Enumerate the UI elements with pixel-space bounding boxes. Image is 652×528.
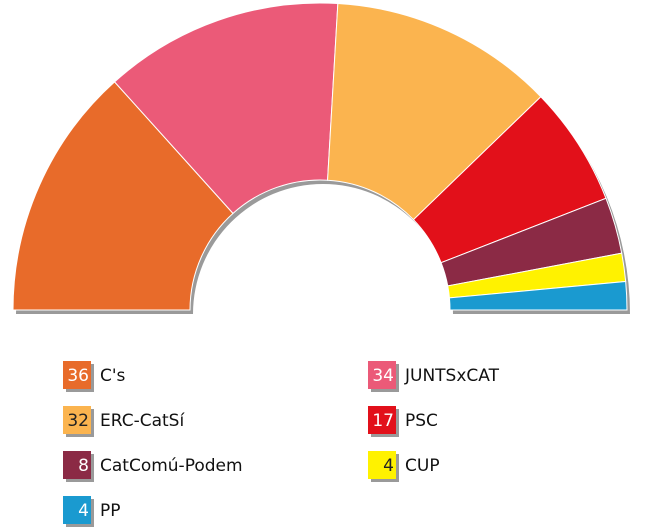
legend-label: PP <box>100 501 121 521</box>
legend-value: 32 <box>67 411 89 431</box>
slice <box>448 280 628 311</box>
legend-swatch <box>368 451 396 479</box>
legend-label: C's <box>100 366 126 386</box>
legend-value: 4 <box>383 456 394 476</box>
legend-swatch <box>368 361 396 389</box>
legend-label: CUP <box>405 456 440 476</box>
legend-label: PSC <box>405 411 438 431</box>
legend-swatch <box>63 361 91 389</box>
legend-label: ERC-CatSí <box>100 411 185 431</box>
legend-value: 4 <box>78 501 89 521</box>
slice <box>113 2 339 215</box>
legend-value: 17 <box>372 411 394 431</box>
legend-value: 8 <box>78 456 89 476</box>
legend-swatch <box>63 496 91 524</box>
legend-swatch <box>63 406 91 434</box>
legend-swatch <box>63 451 91 479</box>
legend-value: 34 <box>372 366 394 386</box>
legend-label: JUNTSxCAT <box>404 366 500 386</box>
legend-label: CatComú-Podem <box>100 456 243 476</box>
slice <box>327 2 542 221</box>
slice <box>12 81 234 311</box>
legend-swatch <box>368 406 396 434</box>
legend-value: 36 <box>67 366 89 386</box>
